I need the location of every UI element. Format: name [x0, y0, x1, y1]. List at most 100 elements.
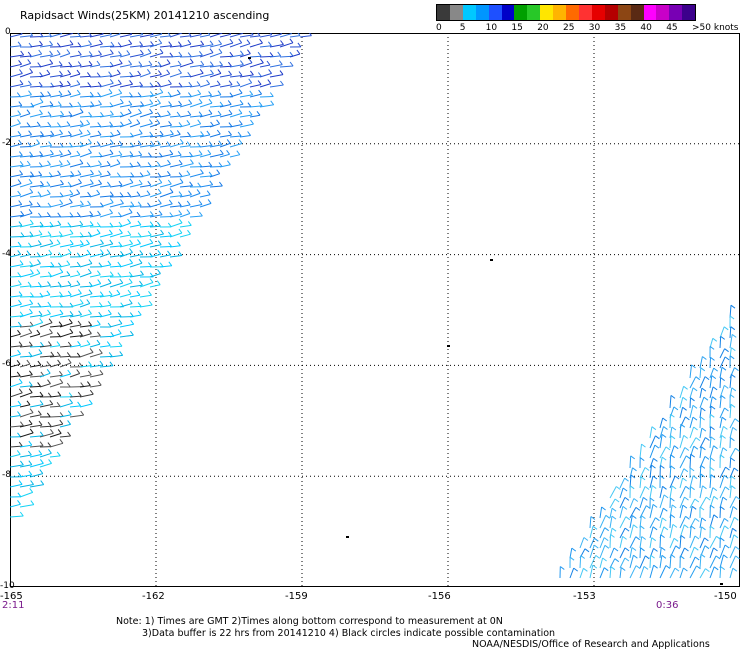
wind-barb [29, 179, 32, 183]
wind-vector [160, 105, 172, 107]
wind-barb [693, 476, 697, 479]
wind-barb [267, 61, 270, 65]
wind-barb [70, 311, 73, 315]
wind-barb [247, 50, 250, 54]
wind-barb [50, 60, 53, 64]
wind-barb [138, 71, 141, 75]
wind-vector [730, 568, 733, 578]
wind-barb [705, 438, 709, 441]
wind-vector [220, 135, 232, 137]
wind-vector [130, 306, 141, 307]
wind-vector [580, 568, 583, 578]
wind-barb [572, 548, 576, 551]
wind-barb [654, 565, 658, 568]
wind-barb [60, 81, 63, 85]
wind-barb [178, 151, 181, 155]
wind-vector [70, 183, 82, 187]
wind-vector [80, 344, 90, 347]
legend-swatch [566, 5, 579, 20]
wind-barb [229, 110, 232, 114]
wind-vector [140, 185, 151, 187]
wind-vector [220, 75, 232, 77]
wind-barb [129, 272, 132, 276]
wind-barb [297, 50, 300, 54]
wind-barb [20, 171, 23, 175]
wind-vector [90, 336, 100, 337]
wind-vector [180, 234, 191, 237]
wind-barb [77, 190, 80, 194]
wind-barb [110, 111, 113, 115]
wind-barb [98, 161, 101, 165]
wind-barb [179, 122, 182, 126]
wind-vector [150, 66, 161, 67]
wind-barb [168, 80, 171, 84]
wind-vector [200, 95, 212, 97]
wind-vector [160, 64, 170, 68]
wind-barb [30, 300, 33, 304]
wind-vector [610, 548, 614, 558]
wind-vector [60, 135, 71, 137]
wind-barb [694, 547, 698, 550]
wind-barb [59, 61, 62, 65]
wind-barb [726, 467, 730, 470]
wind-barb [38, 382, 41, 386]
wind-vector [100, 283, 111, 287]
wind-vector [110, 47, 121, 48]
wind-vector [20, 85, 31, 87]
legend-label: 15 [511, 23, 522, 33]
wind-barb [147, 69, 150, 73]
wind-vector [130, 97, 141, 98]
wind-vector [100, 76, 112, 77]
wind-vector [90, 344, 100, 347]
wind-vector [50, 364, 61, 367]
wind-vector [600, 528, 605, 538]
wind-barb [80, 201, 83, 205]
wind-vector [40, 216, 50, 217]
wind-barb [642, 444, 646, 447]
wind-barb [227, 161, 230, 165]
wind-barb [97, 321, 100, 325]
wind-barb [279, 61, 282, 65]
wind-barb [97, 190, 100, 194]
wind-vector [250, 43, 263, 47]
wind-barb [640, 458, 644, 461]
wind-vector [660, 518, 662, 528]
wind-barb [109, 291, 112, 295]
wind-barb [18, 272, 21, 276]
wind-vector [160, 36, 170, 37]
lon-label-150w: -150 [714, 591, 737, 602]
wind-barb [20, 80, 23, 84]
wind-vector [660, 566, 666, 579]
wind-barb [703, 486, 707, 489]
wind-barb [48, 449, 51, 453]
island-marker [447, 345, 450, 347]
wind-barb [117, 173, 120, 177]
wind-barb [159, 179, 162, 183]
wind-barb [67, 352, 70, 356]
wind-barb [159, 39, 162, 43]
wind-barb [722, 417, 726, 420]
wind-barb [29, 461, 32, 465]
pass-time-left: 2:11 [2, 600, 24, 611]
wind-vector [90, 227, 100, 228]
wind-vector [720, 567, 721, 578]
wind-barb [604, 538, 608, 541]
wind-vector [650, 427, 652, 438]
wind-barb [99, 180, 102, 184]
credit-line: NOAA/NESDIS/Office of Research and Appli… [472, 639, 710, 651]
wind-barb [29, 420, 32, 424]
wind-barb [78, 341, 81, 345]
wind-vector [690, 388, 693, 398]
wind-barb [58, 171, 61, 175]
wind-barb [81, 383, 84, 387]
wind-vector [710, 548, 714, 558]
wind-vector [160, 247, 172, 248]
wind-barb [210, 49, 213, 53]
wind-barb [79, 363, 82, 367]
wind-vector [640, 548, 641, 558]
wind-barb [67, 383, 70, 387]
wind-barb [188, 230, 191, 234]
wind-barb [239, 121, 242, 125]
wind-barb [101, 112, 104, 116]
